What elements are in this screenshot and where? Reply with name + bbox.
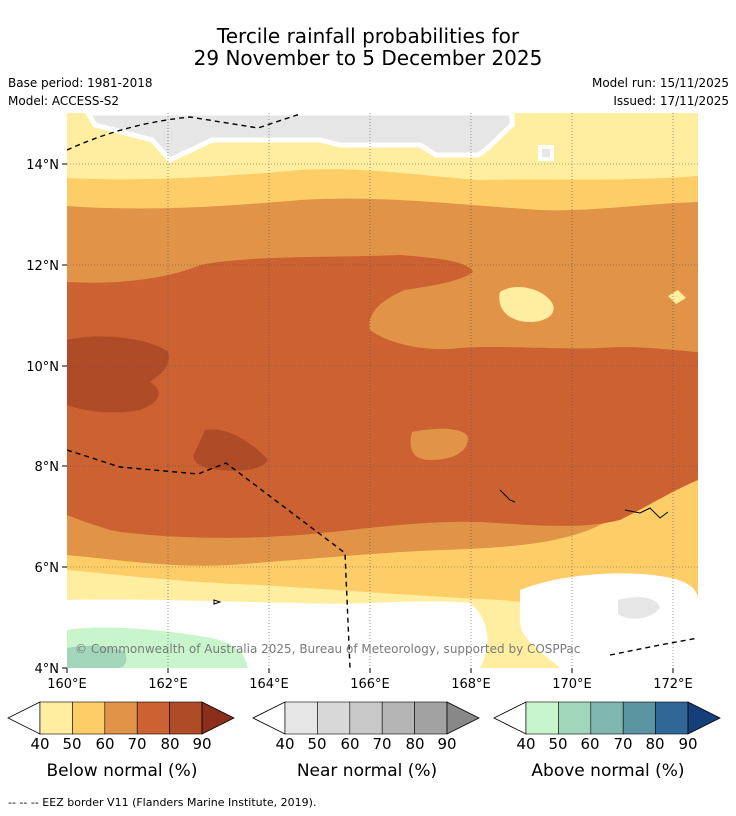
field-near-40 bbox=[85, 113, 515, 164]
field-no-category-east bbox=[520, 573, 698, 668]
cb0-tick: 90 bbox=[192, 735, 212, 753]
colorbar-segment bbox=[349, 701, 383, 735]
eez-borders bbox=[67, 113, 698, 668]
colorbar-max-arrow bbox=[446, 701, 480, 735]
field-near-40-east bbox=[618, 597, 660, 619]
lat-label-4: 4°N bbox=[35, 662, 60, 677]
graticule bbox=[67, 113, 698, 668]
lon-label-172: 172°E bbox=[653, 677, 693, 692]
lon-label-164: 164°E bbox=[249, 677, 289, 692]
islands bbox=[213, 489, 669, 605]
issued-date: Issued: 17/11/2025 bbox=[613, 94, 729, 108]
field-below-80-west bbox=[67, 336, 169, 413]
model-name: Model: ACCESS-S2 bbox=[8, 94, 120, 108]
cb2-tick: 60 bbox=[580, 735, 600, 753]
colorbar-segment bbox=[72, 701, 106, 735]
lat-label-14: 14°N bbox=[26, 158, 59, 173]
colorbar-segment bbox=[525, 701, 559, 735]
cb2-tick: 80 bbox=[645, 735, 665, 753]
lat-label-6: 6°N bbox=[35, 561, 60, 576]
lon-label-168: 168°E bbox=[451, 677, 491, 692]
colorbar-above-normal bbox=[493, 701, 721, 735]
colorbar-segment bbox=[39, 701, 73, 735]
field-above-50 bbox=[67, 645, 127, 668]
colorbar-max-arrow bbox=[201, 701, 235, 735]
colorbar-segment bbox=[169, 701, 203, 735]
cb1-tick: 50 bbox=[307, 735, 327, 753]
lon-label-162: 162°E bbox=[148, 677, 188, 692]
cb0-tick: 50 bbox=[62, 735, 82, 753]
lon-label-160: 160°E bbox=[47, 677, 87, 692]
cb2-tick: 90 bbox=[678, 735, 698, 753]
cb0-tick: 80 bbox=[160, 735, 180, 753]
cb1-tick: 40 bbox=[275, 735, 295, 753]
model-run: Model run: 15/11/2025 bbox=[591, 76, 729, 90]
colorbar-segment bbox=[317, 701, 351, 735]
colorbar-segment bbox=[655, 701, 689, 735]
base-period: Base period: 1981-2018 bbox=[8, 76, 153, 90]
colorbar-min-arrow bbox=[7, 701, 41, 735]
colorbar-above-normal-label: Above normal (%) bbox=[531, 761, 685, 781]
cb1-tick: 70 bbox=[372, 735, 392, 753]
field-below-40-patch-east bbox=[668, 290, 686, 304]
colorbar-min-arrow bbox=[252, 701, 286, 735]
colorbar-segment bbox=[590, 701, 624, 735]
lat-label-12: 12°N bbox=[26, 259, 59, 274]
colorbar-segment bbox=[381, 701, 415, 735]
cb1-tick: 80 bbox=[405, 735, 425, 753]
colorbar-segment bbox=[414, 701, 448, 735]
field-below-80-central bbox=[193, 429, 268, 471]
lon-label-166: 166°E bbox=[350, 677, 390, 692]
lat-label-8: 8°N bbox=[35, 460, 60, 475]
cb0-tick: 60 bbox=[95, 735, 115, 753]
colorbar-segment bbox=[558, 701, 592, 735]
title-line-2: 29 November to 5 December 2025 bbox=[193, 46, 543, 70]
lon-ticks bbox=[66, 668, 674, 673]
field-below-40-patch bbox=[499, 286, 554, 322]
cb1-tick: 60 bbox=[340, 735, 360, 753]
lat-label-10: 10°N bbox=[26, 360, 59, 375]
cb1-tick: 90 bbox=[437, 735, 457, 753]
colorbar-segment bbox=[104, 701, 138, 735]
cb0-tick: 40 bbox=[30, 735, 50, 753]
cb2-tick: 50 bbox=[548, 735, 568, 753]
cb2-tick: 70 bbox=[613, 735, 633, 753]
field-near-40-small bbox=[538, 145, 554, 161]
colorbar-near-normal bbox=[252, 701, 480, 735]
colorbar-segment bbox=[622, 701, 656, 735]
lat-ticks bbox=[62, 163, 67, 669]
colorbar-below-normal-label: Below normal (%) bbox=[46, 761, 198, 781]
cb2-tick: 40 bbox=[516, 735, 536, 753]
copyright-notice: © Commonwealth of Australia 2025, Bureau… bbox=[75, 642, 580, 656]
colorbar-segment bbox=[284, 701, 318, 735]
colorbar-near-normal-label: Near normal (%) bbox=[296, 761, 438, 781]
colorbar-max-arrow bbox=[687, 701, 721, 735]
colorbar-min-arrow bbox=[493, 701, 527, 735]
lon-label-170: 170°E bbox=[552, 677, 592, 692]
title-line-1: Tercile rainfall probabilities for bbox=[216, 24, 520, 48]
colorbar-below-normal bbox=[7, 701, 235, 735]
probability-fields bbox=[67, 113, 698, 668]
colorbar-segment bbox=[136, 701, 170, 735]
eez-footnote: -- -- -- EEZ border V11 (Flanders Marine… bbox=[8, 796, 317, 809]
field-below-60-patch bbox=[410, 428, 469, 460]
cb0-tick: 70 bbox=[127, 735, 147, 753]
